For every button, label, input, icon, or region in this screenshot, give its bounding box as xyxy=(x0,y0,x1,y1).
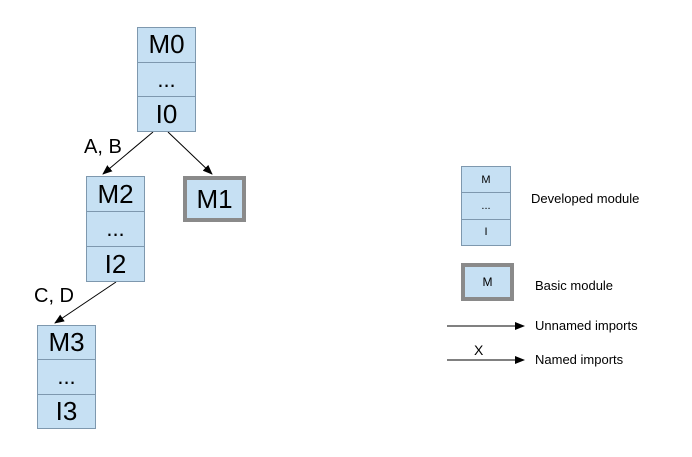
legend-basic-label: Basic module xyxy=(535,278,614,293)
module-m0-imports: I0 xyxy=(138,96,195,131)
legend-developed-bottom: I xyxy=(462,218,510,245)
legend-developed-module: M ... I xyxy=(461,166,511,246)
edge-m0-m2 xyxy=(102,131,154,175)
edge-m2-m3 xyxy=(54,281,117,324)
legend-developed-top: M xyxy=(481,173,491,186)
legend-developed-label: Developed module xyxy=(531,191,640,206)
legend-named-symbol: X xyxy=(474,342,484,358)
module-m1-name: M1 xyxy=(196,183,233,214)
legend-named-label: Named imports xyxy=(535,352,624,367)
edge-m0-m1 xyxy=(167,131,213,175)
module-m3-imports: I3 xyxy=(38,393,95,428)
module-m2-imports: I2 xyxy=(87,246,144,281)
module-m3: M3 ... I3 xyxy=(37,325,96,429)
legend-unnamed-label: Unnamed imports xyxy=(535,318,638,333)
module-m2: M2 ... I2 xyxy=(86,176,145,282)
module-m2-name: M2 xyxy=(97,178,134,209)
module-m1: M1 xyxy=(183,176,246,222)
module-m3-dots: ... xyxy=(38,359,95,393)
legend-basic-symbol: M xyxy=(482,275,493,289)
module-m0-name: M0 xyxy=(148,29,185,60)
module-m3-name: M3 xyxy=(48,327,85,358)
legend-basic-module: M xyxy=(461,263,514,301)
module-m2-dots: ... xyxy=(87,211,144,246)
edge-label-a-b: A, B xyxy=(84,136,122,158)
module-m0-dots: ... xyxy=(138,61,195,97)
module-m0: M0 ... I0 xyxy=(137,27,196,132)
edge-label-c-d: C, D xyxy=(34,285,74,307)
legend-developed-mid: ... xyxy=(462,192,510,218)
